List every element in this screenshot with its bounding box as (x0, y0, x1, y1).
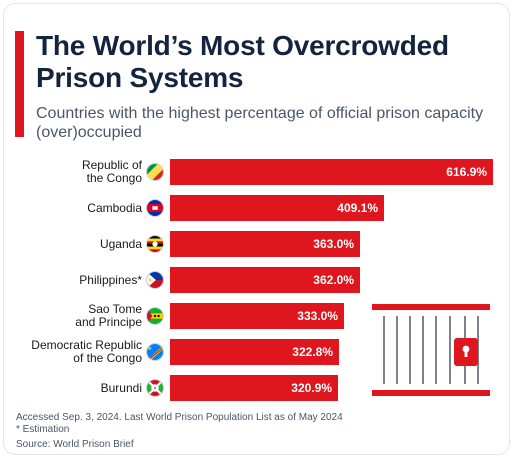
bar-value-label: 409.1% (337, 201, 378, 215)
bar-value-label: 363.0% (313, 237, 354, 251)
bar-value-label: 616.9% (446, 165, 487, 179)
bar-value-label: 333.0% (297, 309, 338, 323)
footer-source: Source: World Prison Brief (16, 439, 134, 450)
prison-cell-icon (372, 304, 490, 396)
dr-congo-flag-icon (146, 343, 164, 361)
burundi-flag-icon (146, 379, 164, 397)
bar: 320.9% (170, 375, 338, 401)
cambodia-flag-icon (146, 199, 164, 217)
category-label: Sao Tome and Principe (75, 302, 142, 329)
bar-value-label: 362.0% (313, 273, 354, 287)
title-accent-bar (15, 31, 24, 137)
bar-value-label: 320.9% (291, 381, 332, 395)
philippines-flag-icon (146, 271, 164, 289)
republic-of-the-congo-flag-icon (146, 163, 164, 181)
chart-card: The World’s Most Overcrowded Prison Syst… (3, 3, 510, 455)
footer-note: Accessed Sep. 3, 2024. Last World Prison… (16, 412, 343, 423)
footer-estimation: * Estimation (16, 424, 70, 435)
chart-subtitle: Countries with the highest percentage of… (36, 105, 484, 141)
category-label: Philippines* (79, 272, 142, 287)
bar: 322.8% (170, 339, 339, 365)
category-label: Uganda (99, 236, 142, 251)
bar: 333.0% (170, 303, 344, 329)
category-label: Democratic Republic of the Congo (31, 338, 142, 365)
category-label: Burundi (100, 380, 142, 395)
sao-tome-and-principe-flag-icon (146, 307, 164, 325)
chart-title: The World’s Most Overcrowded Prison Syst… (36, 30, 449, 93)
category-label: Cambodia (87, 200, 142, 215)
bar: 362.0% (170, 267, 360, 293)
bar-value-label: 322.8% (292, 345, 333, 359)
bar: 409.1% (170, 195, 384, 221)
uganda-flag-icon (146, 235, 164, 253)
bar: 363.0% (170, 231, 360, 257)
category-label: Republic of the Congo (81, 158, 142, 185)
bar: 616.9% (170, 159, 493, 185)
